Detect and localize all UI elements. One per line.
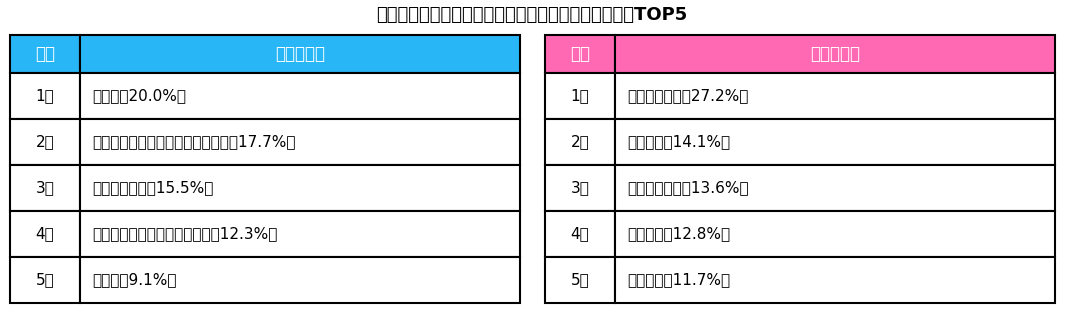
Bar [10, 119, 80, 165]
Bar [545, 211, 615, 257]
Text: 田中圭（9.1%）: 田中圭（9.1%） [92, 273, 177, 287]
Bar [545, 35, 615, 73]
Text: ハリセンボン（13.6%）: ハリセンボン（13.6%） [627, 181, 749, 195]
Bar [615, 257, 1055, 303]
Bar [615, 211, 1055, 257]
Bar [80, 257, 520, 303]
Text: 4位: 4位 [571, 226, 589, 242]
Text: 2位: 2位 [571, 135, 589, 149]
Bar [615, 165, 1055, 211]
Text: 1位: 1位 [571, 88, 589, 104]
Text: 吉村崇（平成ノブシコブシ）（12.3%）: 吉村崇（平成ノブシコブシ）（12.3%） [92, 226, 277, 242]
Text: 1位: 1位 [35, 88, 54, 104]
Bar [10, 257, 80, 303]
Text: イモトアヤコ（27.2%）: イモトアヤコ（27.2%） [627, 88, 749, 104]
Text: 松岡茉優（11.7%）: 松岡茉優（11.7%） [627, 273, 731, 287]
Bar [10, 165, 80, 211]
Bar [545, 119, 615, 165]
Bar [10, 35, 80, 73]
Bar [10, 211, 80, 257]
Bar [545, 257, 615, 303]
Text: 山里亮太（南海キャンディーズ）（17.7%）: 山里亮太（南海キャンディーズ）（17.7%） [92, 135, 295, 149]
Text: 2位: 2位 [35, 135, 54, 149]
Bar [10, 73, 80, 119]
Text: 渡辺直美（12.8%）: 渡辺直美（12.8%） [627, 226, 731, 242]
Text: 男性芸能人: 男性芸能人 [275, 45, 325, 63]
Text: 桜井翔（20.0%）: 桜井翔（20.0%） [92, 88, 186, 104]
Text: 3位: 3位 [571, 181, 589, 195]
Bar [80, 119, 520, 165]
Bar [80, 165, 520, 211]
Text: 職場の忘年会の幹事を一緒にしたい芸能人ランキングTOP5: 職場の忘年会の幹事を一緒にしたい芸能人ランキングTOP5 [376, 6, 688, 24]
Bar [80, 211, 520, 257]
Bar [80, 35, 520, 73]
Text: 女性芸能人: 女性芸能人 [810, 45, 861, 63]
Bar [615, 119, 1055, 165]
Text: 順位: 順位 [35, 45, 55, 63]
Text: 4位: 4位 [35, 226, 54, 242]
Bar [80, 73, 520, 119]
Text: 明石家さんま（15.5%）: 明石家さんま（15.5%） [92, 181, 213, 195]
Text: 指原莉乃（14.1%）: 指原莉乃（14.1%） [627, 135, 731, 149]
Bar [545, 73, 615, 119]
Bar [545, 165, 615, 211]
Bar [615, 73, 1055, 119]
Text: 3位: 3位 [35, 181, 54, 195]
Text: 5位: 5位 [35, 273, 54, 287]
Text: 5位: 5位 [571, 273, 589, 287]
Text: 順位: 順位 [570, 45, 590, 63]
Bar [615, 35, 1055, 73]
